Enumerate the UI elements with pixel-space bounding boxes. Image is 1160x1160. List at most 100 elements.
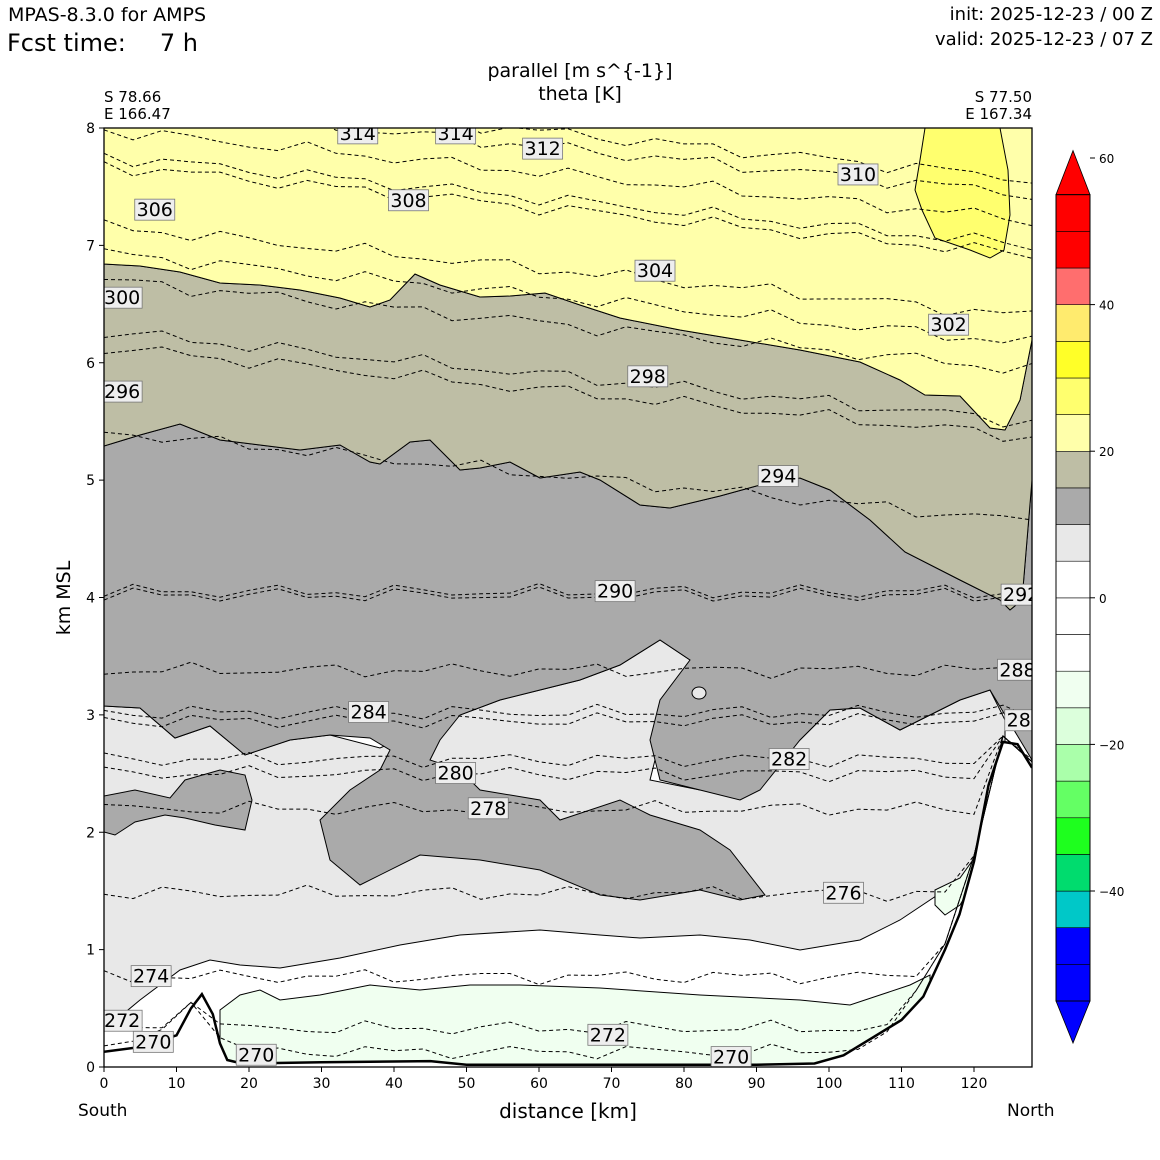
theta-label-box (104, 1009, 143, 1032)
theta-label-text: 314 (340, 123, 376, 145)
init-time: init: 2025-12-23 / 00 Z (949, 4, 1153, 25)
theta-label-text: 284 (350, 702, 386, 724)
colorbar-swatch (1055, 963, 1091, 1002)
theta-label-box (235, 1043, 277, 1066)
terrain-fill (104, 741, 1032, 1067)
theta-label-box (134, 198, 176, 221)
x-tick-label: 100 (816, 1076, 843, 1092)
theta-contour-label: 296 (104, 380, 143, 403)
theta-label-box (104, 380, 143, 403)
colorbar-swatch (1055, 304, 1091, 342)
theta-label-box (130, 965, 172, 988)
x-tick-label: 10 (168, 1076, 186, 1092)
theta-contour-line (104, 152, 1032, 251)
theta-label-text: 308 (390, 190, 426, 212)
theta-label-box (594, 580, 636, 603)
shade-band-30-35 (914, 128, 1011, 259)
theta-contour-line (330, 128, 1032, 200)
theta-contour-line (104, 735, 1032, 783)
right-endpoint-lon: E 167.34 (965, 105, 1032, 123)
theta-contour-label: 282 (768, 748, 810, 770)
forecast-time: Fcst time: 7 h (7, 29, 198, 57)
theta-contour-line (104, 219, 1032, 317)
theta-contour-label: 280 (435, 762, 477, 785)
theta-contour-label: 292 (1000, 583, 1032, 606)
colorbar-swatch (1055, 377, 1091, 415)
colorbar-swatch (1055, 634, 1091, 672)
theta-label-box (1004, 709, 1032, 732)
colorbar-swatch (1055, 670, 1091, 709)
x-tick-label: 30 (313, 1076, 331, 1092)
colorbar-swatch (1055, 487, 1091, 525)
theta-label-text: 304 (637, 260, 673, 282)
theta-label-text: 270 (713, 1047, 749, 1069)
theta-contour-line (104, 735, 1032, 1060)
y-tick-label: 3 (86, 708, 95, 724)
theta-contour-line (104, 735, 1032, 816)
theta-label-box (837, 163, 879, 186)
theta-label-box (587, 1023, 629, 1046)
colorbar-swatch (1055, 340, 1091, 379)
y-tick-label: 7 (86, 238, 95, 254)
theta-contour-label: 312 (522, 137, 564, 160)
theta-contour-label: 272 (587, 1023, 629, 1046)
left-endpoint-lat: S 78.66 (104, 88, 162, 106)
theta-label-box (522, 137, 564, 160)
y-tick-label: 5 (86, 473, 95, 489)
chart-title: parallel [m s^{-1}] (487, 60, 673, 82)
direction-left-label: South (78, 1101, 128, 1121)
theta-contour-label: 298 (627, 365, 669, 388)
theta-contour-label: 284 (348, 701, 390, 724)
theta-contour-line (104, 129, 1032, 227)
x-tick-label: 60 (530, 1076, 548, 1092)
theta-label-text: 270 (135, 1031, 171, 1053)
theta-contour-line (104, 248, 1032, 344)
theta-contour-label: 270 (710, 1046, 752, 1069)
theta-contour-label: 288 (997, 658, 1032, 681)
colorbar-swatch (1055, 194, 1091, 232)
theta-contour-label: 294 (757, 465, 799, 488)
theta-label-text: 272 (590, 1024, 626, 1046)
theta-label-text: 270 (238, 1044, 274, 1066)
chart-subtitle: theta [K] (538, 83, 622, 105)
theta-contour-label: 270 (235, 1043, 277, 1066)
theta-contour-label: 314 (435, 123, 477, 145)
colorbar-swatch (1055, 560, 1091, 599)
theta-contour-line (104, 279, 1032, 374)
colorbar-tick-label: 0 (1099, 592, 1107, 606)
colorbar-swatch (1055, 231, 1091, 269)
theta-contour-line (104, 735, 1032, 1035)
shade-band-neg15-neg10 (219, 974, 931, 1067)
colorbar-tick-label: 20 (1099, 445, 1114, 459)
theta-label-box (104, 286, 143, 309)
theta-contour-label: 304 (634, 259, 676, 282)
theta-label-text: 276 (825, 882, 861, 904)
colorbar-over-triangle (1055, 149, 1091, 196)
theta-label-box (634, 259, 676, 282)
colorbar-tick-label: −40 (1099, 885, 1124, 899)
theta-contour-line (104, 582, 1032, 599)
theta-contour-label: 274 (130, 965, 172, 988)
colorbar-swatch (1055, 597, 1091, 635)
x-tick-label: 120 (961, 1076, 988, 1092)
theta-contour-label: 286 (1004, 709, 1043, 732)
theta-contour-label: 314 (337, 123, 379, 145)
theta-contour-line (104, 735, 1032, 768)
x-tick-label: 110 (888, 1076, 915, 1092)
theta-label-box (757, 465, 799, 488)
terrain-line (104, 740, 1032, 1066)
theta-contour-label: 276 (823, 881, 864, 904)
theta-label-text: 272 (104, 1010, 140, 1032)
colorbar-tick-label: 40 (1099, 299, 1114, 313)
theta-label-text: 286 (1007, 710, 1043, 732)
theta-label-text: 282 (771, 748, 807, 770)
colorbar-swatch (1055, 414, 1091, 452)
colorbar-swatch (1055, 450, 1091, 489)
theta-label-text: 314 (437, 123, 473, 145)
colorbar-swatch (1055, 854, 1091, 892)
colorbar-tick-label: 60 (1099, 152, 1114, 166)
right-endpoint-lat: S 77.50 (974, 88, 1032, 106)
theta-contour-label: 290 (594, 580, 636, 603)
y-tick-label: 6 (86, 356, 95, 372)
